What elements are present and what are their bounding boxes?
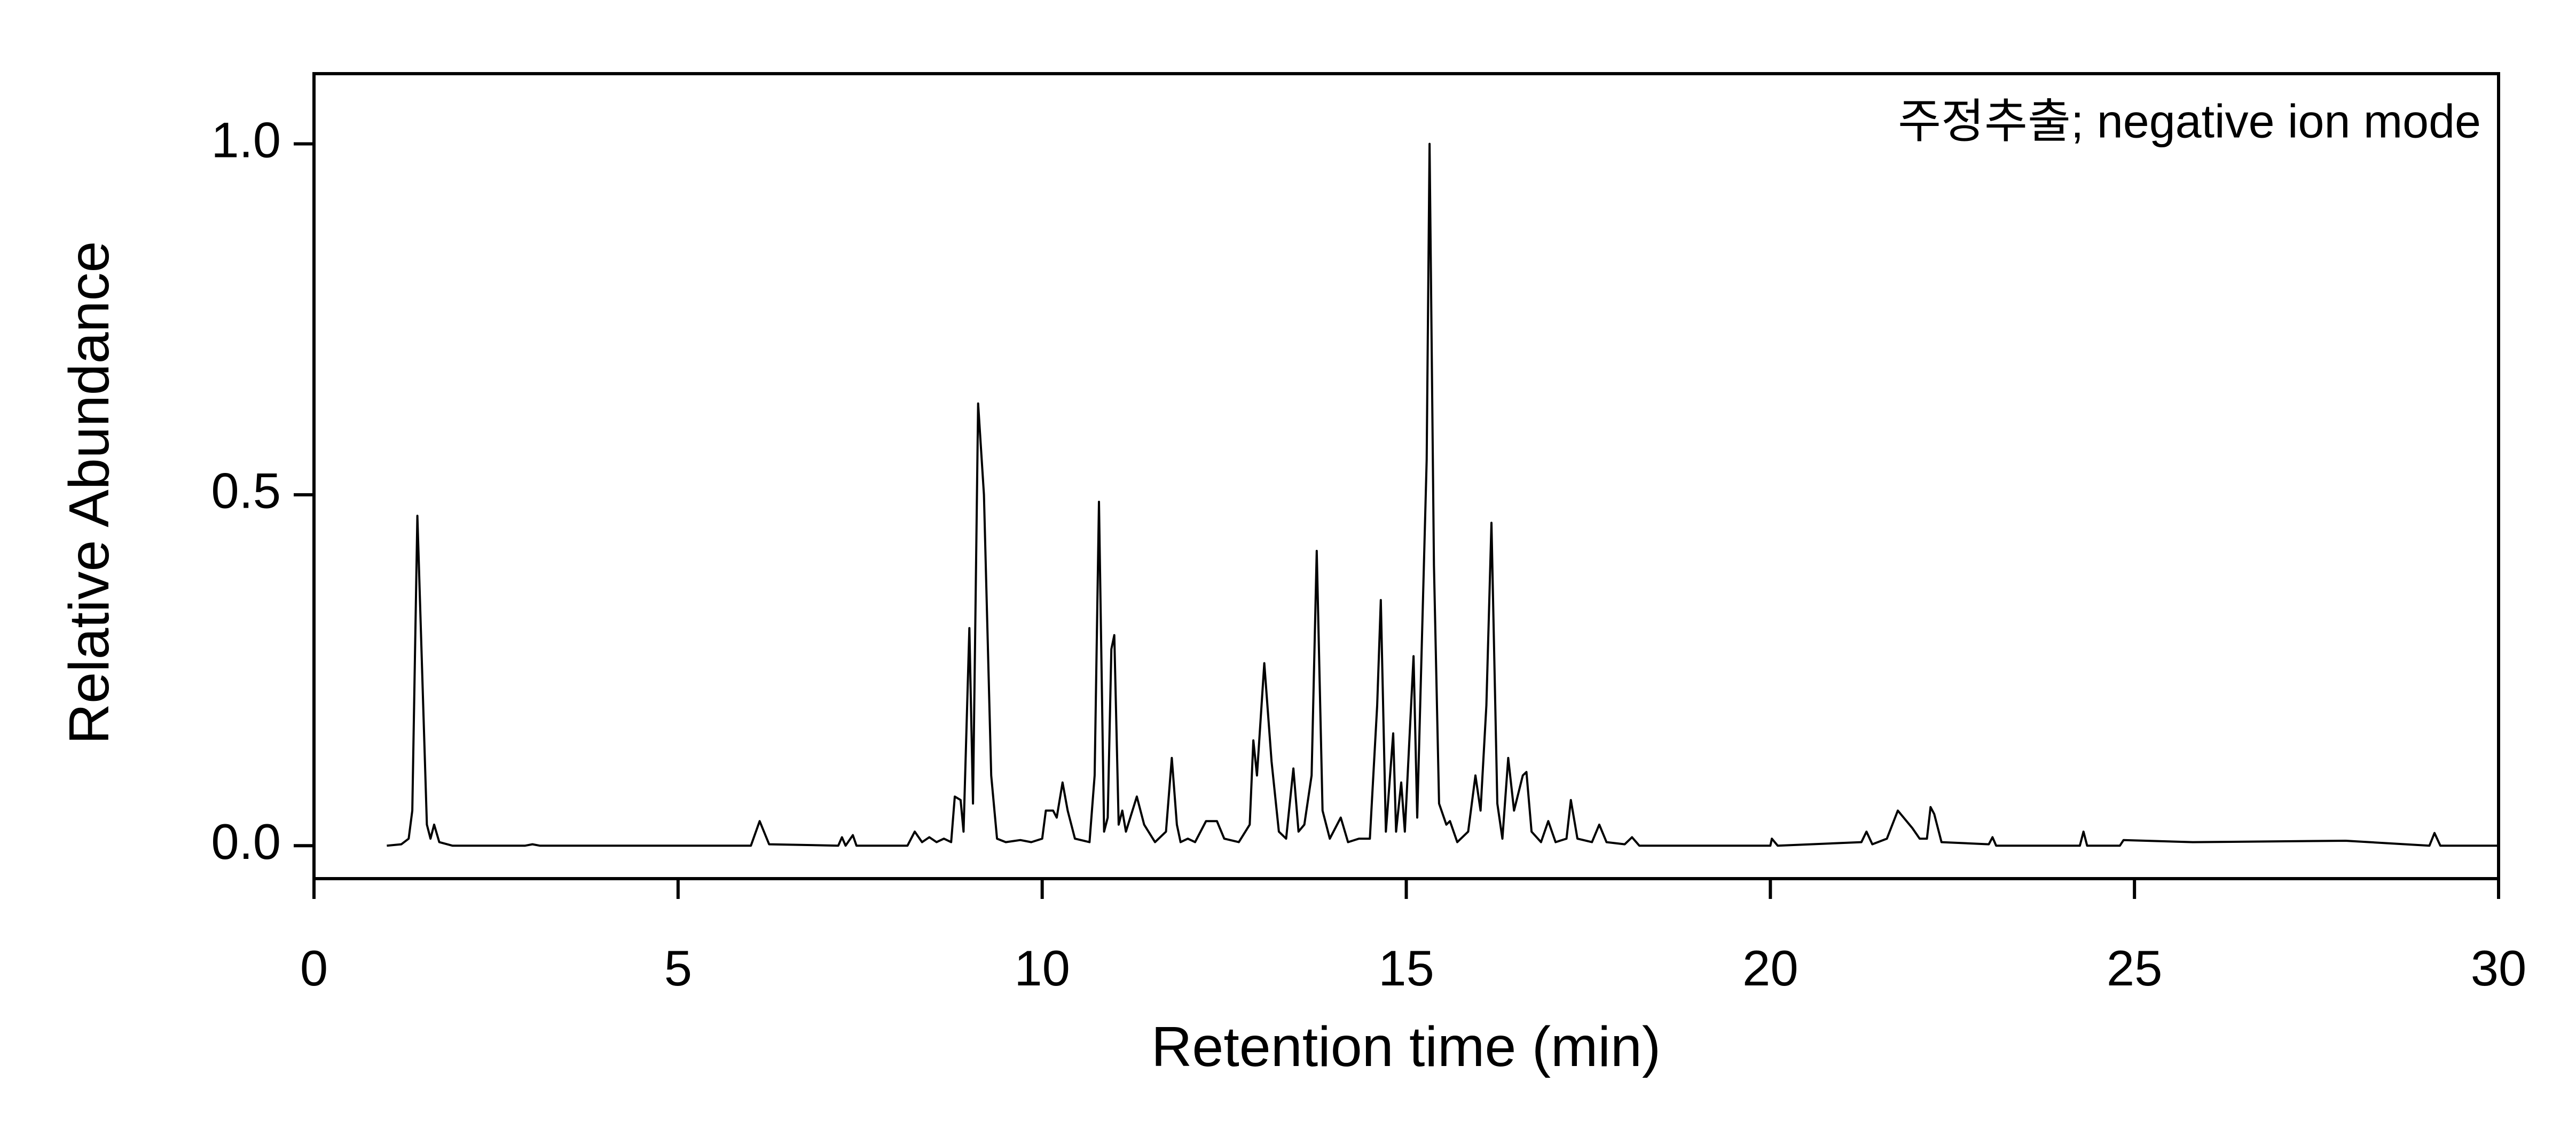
x-tick-label: 5 <box>664 940 692 996</box>
x-tick-label: 10 <box>1014 940 1070 996</box>
y-tick-label: 0.0 <box>211 814 281 870</box>
y-tick-label: 1.0 <box>211 112 281 168</box>
x-tick-label: 15 <box>1378 940 1434 996</box>
x-tick-label: 30 <box>2471 940 2527 996</box>
annotation: 주정추출; negative ion mode <box>1898 94 2481 147</box>
y-axis-title: Relative Abundance <box>58 241 121 745</box>
x-axis-title: Retention time (min) <box>1151 1015 1661 1078</box>
chromatogram-line <box>387 143 2499 847</box>
x-tick-label: 20 <box>1742 940 1799 996</box>
x-tick-label: 0 <box>300 940 328 996</box>
plot-frame <box>312 72 2500 880</box>
y-tick-label: 0.5 <box>211 463 281 519</box>
x-tick-label: 25 <box>2107 940 2163 996</box>
